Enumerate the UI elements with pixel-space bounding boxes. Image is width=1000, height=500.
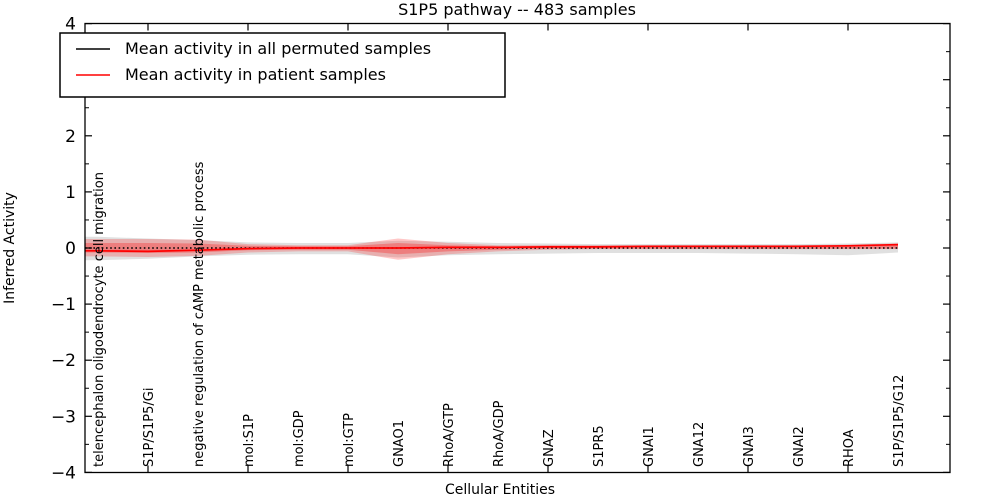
y-axis-label: Inferred Activity: [2, 192, 18, 304]
x-category-label: telencephalon oligodendrocyte cell migra…: [92, 172, 107, 467]
y-tick-label: 2: [65, 127, 76, 147]
x-category-label: S1PR5: [592, 425, 607, 467]
y-tick-label: −3: [51, 407, 76, 427]
chart-title: S1P5 pathway -- 483 samples: [398, 0, 636, 19]
y-tick-label: −2: [51, 351, 76, 371]
y-tick-label: −4: [51, 463, 76, 483]
x-category-label: RHOA: [842, 429, 857, 467]
legend-label-patient: Mean activity in patient samples: [125, 65, 386, 84]
axis-ticks: [85, 23, 950, 473]
y-tick-label: 0: [65, 239, 76, 259]
x-category-label: GNAI3: [742, 426, 757, 467]
band-permuted-sample-range: [85, 236, 898, 261]
x-category-label: GNAO1: [392, 420, 407, 467]
legend-label-permuted: Mean activity in all permuted samples: [125, 39, 431, 58]
x-category-label: GNAI1: [642, 426, 657, 467]
legend-box: [59, 32, 506, 98]
x-category-label: negative regulation of cAMP metabolic pr…: [192, 161, 207, 467]
x-category-labels: telencephalon oligodendrocyte cell migra…: [92, 161, 907, 467]
band-patient-sample-range-outer: [85, 238, 898, 260]
x-category-label: RhoA/GDP: [492, 400, 507, 467]
line-patient-mean: [85, 243, 899, 253]
x-category-label: mol:S1P: [242, 414, 257, 467]
y-tick-label: 4: [65, 15, 76, 35]
x-category-label: S1P/S1P5/G12: [892, 375, 907, 467]
x-category-label: GNAI2: [792, 426, 807, 467]
y-tick-label: −1: [51, 295, 76, 315]
x-category-label: GNAZ: [542, 429, 557, 467]
x-category-label: RhoA/GTP: [442, 403, 457, 467]
mean-lines: [85, 243, 899, 253]
x-category-label: mol:GTP: [342, 413, 357, 467]
legend: Mean activity in all permuted samples Me…: [59, 32, 506, 98]
x-axis-label: Cellular Entities: [445, 482, 555, 498]
y-tick-label: 1: [65, 183, 76, 203]
x-category-label: mol:GDP: [292, 410, 307, 467]
x-category-label: GNA12: [692, 422, 707, 467]
x-category-label: S1P/S1P5/Gi: [142, 388, 157, 467]
